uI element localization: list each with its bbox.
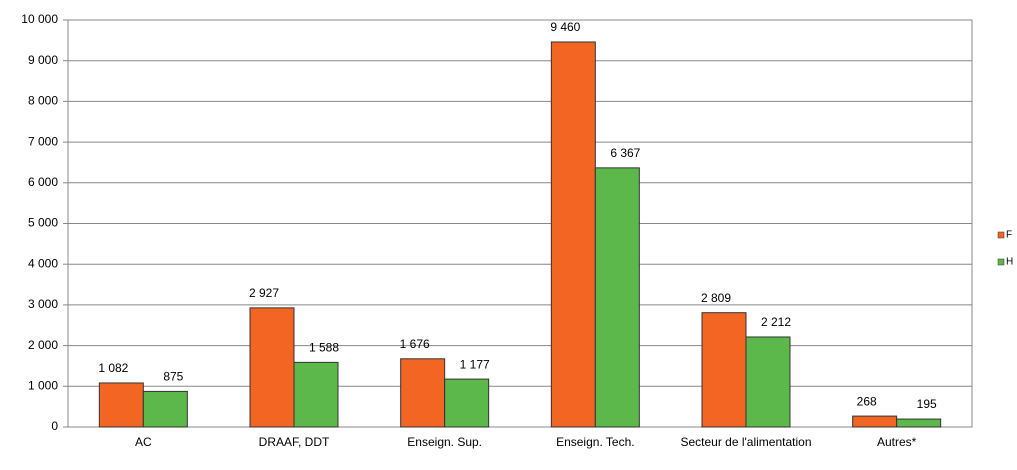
legend-label: F	[1006, 230, 1012, 241]
x-tick-label: AC	[135, 435, 152, 449]
value-label: 1 588	[309, 341, 339, 355]
x-tick-label: Enseign. Sup.	[407, 435, 482, 449]
y-tick-label: 1 000	[28, 378, 58, 392]
bar	[701, 312, 747, 428]
y-tick-label: 2 000	[28, 338, 58, 352]
x-tick-label: DRAAF, DDT	[259, 435, 330, 449]
bar	[745, 336, 791, 428]
bar	[444, 378, 490, 428]
value-label: 875	[163, 370, 183, 384]
y-tick-label: 7 000	[28, 134, 58, 148]
value-label: 1 177	[460, 357, 490, 371]
value-label: 9 460	[550, 20, 580, 34]
bar	[852, 415, 898, 428]
y-tick-label: 4 000	[28, 256, 58, 270]
legend-swatch	[997, 258, 1005, 266]
y-tick-label: 0	[51, 419, 58, 433]
legend-label: H	[1006, 257, 1013, 268]
bar	[400, 358, 446, 428]
value-label: 268	[857, 394, 877, 408]
y-tick-label: 5 000	[28, 216, 58, 230]
y-tick-label: 6 000	[28, 175, 58, 189]
bar	[293, 361, 339, 428]
bar	[594, 167, 640, 428]
x-tick-label: Enseign. Tech.	[556, 435, 635, 449]
y-tick-label: 8 000	[28, 94, 58, 108]
bar	[896, 418, 942, 428]
bar	[249, 307, 295, 428]
value-label: 195	[917, 397, 937, 411]
value-label: 2 212	[761, 315, 791, 329]
y-tick-label: 3 000	[28, 297, 58, 311]
legend-swatch	[997, 231, 1005, 239]
bar	[142, 390, 188, 428]
x-tick-label: Autres*	[877, 435, 917, 449]
value-label: 2 927	[249, 286, 279, 300]
y-tick-label: 10 000	[21, 12, 58, 26]
y-tick-label: 9 000	[28, 53, 58, 67]
value-label: 6 367	[610, 146, 640, 160]
value-label: 2 809	[701, 291, 731, 305]
bar	[98, 382, 144, 428]
bar	[550, 41, 596, 428]
value-label: 1 676	[400, 337, 430, 351]
value-label: 1 082	[98, 361, 128, 375]
x-tick-label: Secteur de l'alimentation	[680, 435, 811, 449]
plot-border	[67, 19, 973, 428]
